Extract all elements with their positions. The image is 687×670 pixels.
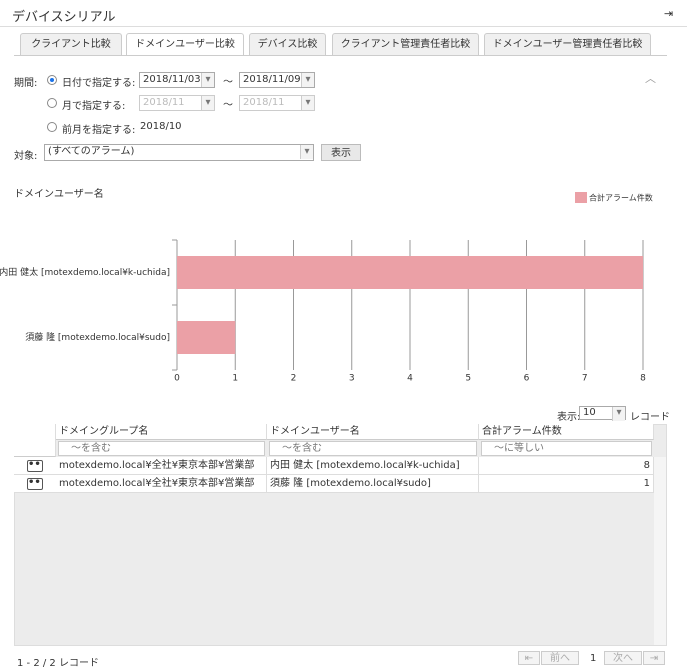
page-size-unit: レコード xyxy=(630,412,670,423)
x-tick-label: 5 xyxy=(465,374,471,384)
page-title: デバイスシリアル xyxy=(12,10,116,25)
first-button: ⇤ xyxy=(518,651,540,665)
y-tick-label: 内田 健太 [motexdemo.local¥k-uchida] xyxy=(0,266,170,278)
next-button: 次へ xyxy=(604,651,642,665)
x-tick-label: 3 xyxy=(349,374,355,384)
scrollbar[interactable] xyxy=(654,457,666,645)
table-cell: 内田 健太 [motexdemo.local¥k-uchida] xyxy=(267,457,479,474)
column-header: ドメイングループ名 xyxy=(56,424,267,440)
tab[interactable]: ドメインユーザー比較 xyxy=(126,33,244,56)
period-label: 期間: xyxy=(14,78,38,89)
show-button[interactable]: 表示 xyxy=(321,144,361,161)
row-menu-button[interactable]: ••• xyxy=(27,460,43,472)
prev-button: 前へ xyxy=(541,651,579,665)
target-label: 対象: xyxy=(14,151,38,162)
tab[interactable]: クライアント比較 xyxy=(20,33,122,55)
column-filter[interactable]: 〜を含む xyxy=(58,441,265,456)
column-filter[interactable]: 〜を含む xyxy=(269,441,477,456)
radio-date[interactable] xyxy=(47,75,57,85)
table-cell: motexdemo.local¥全社¥東京本部¥営業部 xyxy=(56,475,267,492)
month-to-select: 2018/11 xyxy=(239,95,315,111)
chart: ドメインユーザー名 合計アラーム件数 0 1 2 3 4 5 6 7 8 内田 健太 [motexde… xyxy=(0,187,653,384)
header-corner xyxy=(14,424,56,457)
page-size-select[interactable]: 10 xyxy=(579,406,626,421)
tilde: 〜 xyxy=(223,100,233,111)
tab[interactable]: デバイス比較 xyxy=(249,33,326,55)
record-count: 1 - 2 / 2 レコード xyxy=(17,658,99,669)
last-month-value: 2018/10 xyxy=(140,121,182,132)
legend-label: 合計アラーム件数 xyxy=(589,193,653,203)
last-button: ⇥ xyxy=(643,651,665,665)
tab-underline xyxy=(14,55,667,56)
page-size-label: 表示: xyxy=(557,412,581,423)
x-tick-label: 2 xyxy=(291,374,297,384)
collapse-icon[interactable]: ︿ xyxy=(645,72,656,85)
column-header: ドメインユーザー名 xyxy=(267,424,479,440)
radio-month[interactable] xyxy=(47,98,57,108)
column-filter[interactable]: 〜に等しい xyxy=(481,441,652,456)
radio-last-month[interactable] xyxy=(47,122,57,132)
x-tick-label: 0 xyxy=(174,374,180,384)
x-tick-label: 6 xyxy=(524,374,530,384)
table-cell: motexdemo.local¥全社¥東京本部¥営業部 xyxy=(56,457,267,474)
tab[interactable]: クライアント管理責任者比較 xyxy=(332,33,479,55)
x-tick-label: 7 xyxy=(582,374,588,384)
radio-month-label: 月で指定する: xyxy=(62,101,126,112)
column-header: 合計アラーム件数 xyxy=(479,424,654,440)
x-tick-label: 1 xyxy=(232,374,238,384)
y-tick-label: 須藤 隆 [motexdemo.local¥sudo] xyxy=(25,331,170,343)
radio-date-label: 日付で指定する: xyxy=(62,78,136,89)
bar xyxy=(177,321,236,354)
date-from-select[interactable]: 2018/11/03 xyxy=(139,72,215,88)
table-cell: 8 xyxy=(479,457,654,474)
date-to-select[interactable]: 2018/11/09 xyxy=(239,72,315,88)
month-from-select: 2018/11 xyxy=(139,95,215,111)
legend-swatch xyxy=(575,192,587,203)
x-tick-label: 8 xyxy=(640,374,646,384)
target-select[interactable]: (すべてのアラーム) xyxy=(44,144,314,161)
bar xyxy=(177,256,643,289)
y-axis-title: ドメインユーザー名 xyxy=(14,187,104,200)
page-number: 1 xyxy=(590,653,597,664)
table-cell: 1 xyxy=(479,475,654,492)
x-tick-label: 4 xyxy=(407,374,413,384)
row-menu-button[interactable]: ••• xyxy=(27,478,43,490)
header-divider xyxy=(0,26,687,27)
radio-last-month-label: 前月を指定する: xyxy=(62,125,136,136)
logout-icon[interactable]: ⇥ xyxy=(664,7,674,20)
tilde: 〜 xyxy=(223,77,233,88)
table-cell: 須藤 隆 [motexdemo.local¥sudo] xyxy=(267,475,479,492)
tab[interactable]: ドメインユーザー管理責任者比較 xyxy=(484,33,651,55)
